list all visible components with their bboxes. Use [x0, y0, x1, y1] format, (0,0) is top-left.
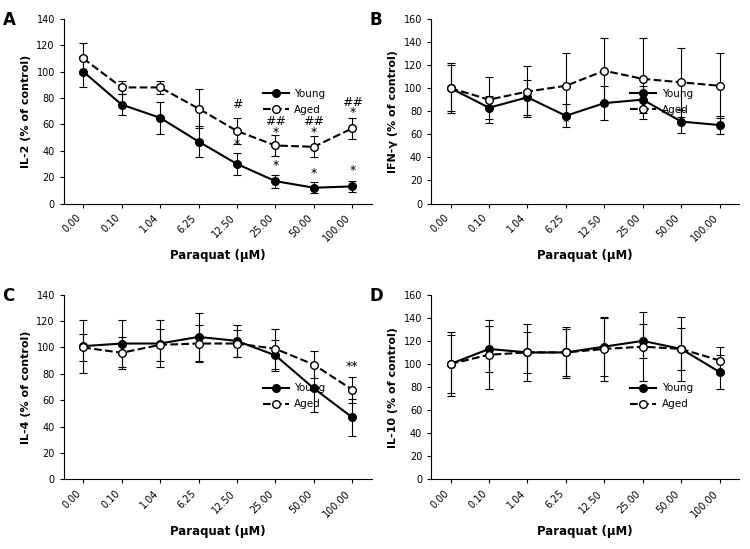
Y-axis label: IL-4 (% of control): IL-4 (% of control) [21, 330, 31, 444]
X-axis label: Paraquat (μM): Paraquat (μM) [170, 249, 266, 262]
X-axis label: Paraquat (μM): Paraquat (μM) [537, 525, 633, 538]
Text: ##: ## [342, 96, 363, 109]
Text: *: * [310, 167, 317, 180]
Y-axis label: IL-2 (% of control): IL-2 (% of control) [21, 54, 31, 168]
Text: D: D [370, 287, 383, 305]
Text: #: # [232, 98, 242, 111]
Text: ##: ## [265, 115, 286, 128]
Text: *: * [272, 159, 278, 172]
Text: ##: ## [303, 115, 324, 128]
Text: *: * [310, 126, 317, 139]
Text: **: ** [346, 360, 358, 373]
Legend: Young, Aged: Young, Aged [260, 380, 328, 412]
Text: B: B [370, 12, 382, 30]
Text: *: * [716, 124, 723, 137]
Text: *: * [350, 106, 355, 119]
X-axis label: Paraquat (μM): Paraquat (μM) [170, 525, 266, 538]
Text: *: * [350, 164, 355, 177]
Text: *: * [272, 126, 278, 139]
Legend: Young, Aged: Young, Aged [627, 380, 696, 412]
Y-axis label: IFN-γ (% of control): IFN-γ (% of control) [388, 50, 398, 172]
Text: A: A [2, 12, 15, 30]
Text: *: * [562, 115, 569, 128]
Legend: Young, Aged: Young, Aged [260, 86, 328, 118]
Text: C: C [2, 287, 15, 305]
Legend: Young, Aged: Young, Aged [627, 86, 696, 118]
Y-axis label: IL-10 (% of control): IL-10 (% of control) [388, 327, 398, 447]
Text: *: * [234, 138, 240, 151]
X-axis label: Paraquat (μM): Paraquat (μM) [537, 249, 633, 262]
